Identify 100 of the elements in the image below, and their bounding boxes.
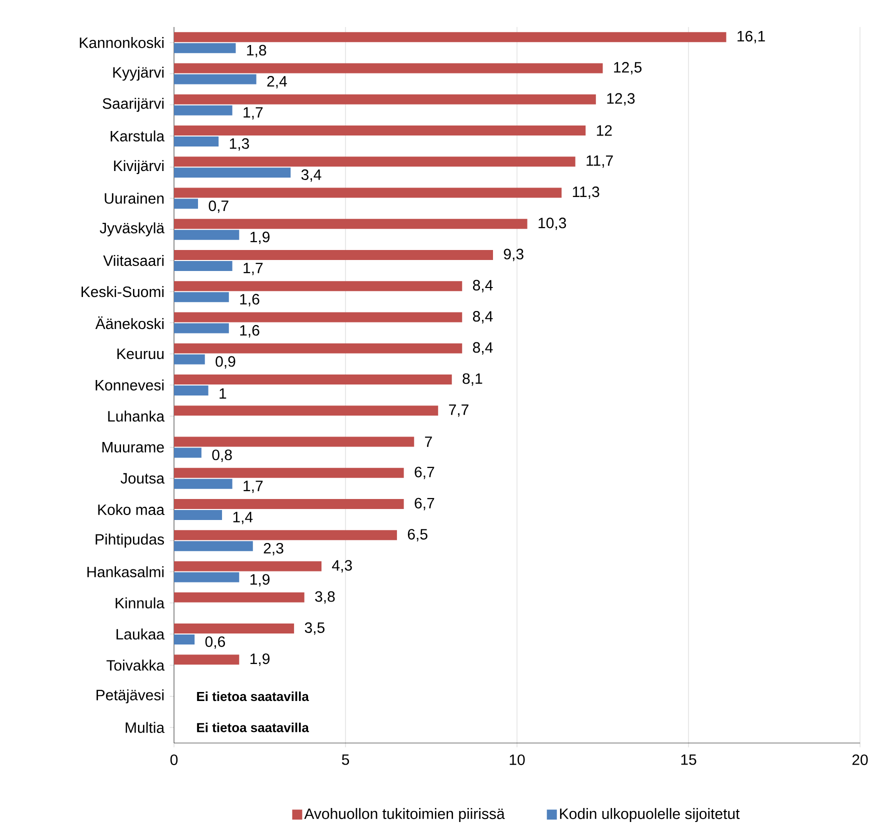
y-tick-label: Konnevesi — [96, 379, 164, 391]
x-tick-label: 15 — [681, 754, 696, 765]
data-label: 1,9 — [250, 653, 270, 666]
bar — [174, 74, 256, 84]
bar — [174, 561, 322, 572]
bar — [174, 468, 404, 478]
y-tick-label: Joutsa — [120, 473, 165, 484]
data-label: 1 — [220, 388, 226, 399]
data-label: 7 — [425, 436, 432, 447]
bar — [174, 136, 219, 146]
data-label: 8,4 — [472, 311, 493, 324]
data-label: 8,1 — [462, 373, 482, 386]
data-label: 4,3 — [332, 560, 352, 572]
y-tick-label: Keski-Suomi — [82, 286, 164, 298]
y-tick-label: Kinnula — [116, 597, 165, 608]
data-label: 16,1 — [738, 30, 765, 44]
bar — [174, 541, 253, 552]
data-label: 3,5 — [304, 622, 324, 635]
bar — [174, 198, 198, 209]
data-label: 0,8 — [212, 450, 232, 462]
bar — [174, 32, 726, 42]
data-label: 1,7 — [244, 107, 263, 120]
data-label: 12,3 — [607, 93, 635, 106]
y-tick-label: Toivakka — [106, 660, 165, 671]
y-tick-label: Uurainen — [104, 192, 164, 204]
bar — [174, 188, 562, 198]
data-label: 9,3 — [504, 248, 524, 262]
bar — [174, 624, 294, 634]
data-label: 2,4 — [267, 76, 287, 88]
annotation: Ei tietoa saatavilla — [197, 692, 309, 702]
y-tick-label: Viitasaari — [103, 254, 164, 266]
bar — [174, 448, 202, 458]
y-tick-label: Luhanka — [108, 410, 165, 422]
bar — [174, 323, 229, 334]
legend-label: Avohuollon tukitoimien piirissä — [304, 808, 505, 822]
y-tick-label: Muurame — [102, 442, 164, 452]
y-tick-label: Laukaa — [116, 628, 165, 640]
bar — [174, 510, 222, 520]
data-label: 0,7 — [208, 200, 228, 213]
data-label: 1,7 — [244, 480, 263, 494]
data-label: 7,7 — [449, 404, 468, 417]
data-label: 11,3 — [572, 186, 600, 199]
bar — [174, 406, 438, 416]
bar — [174, 530, 397, 540]
data-label: 1,4 — [233, 512, 253, 524]
y-tick-label: Jyväskylä — [100, 222, 165, 236]
bar — [174, 292, 229, 302]
bar — [174, 218, 528, 229]
bar — [174, 592, 304, 602]
data-label: 3,4 — [301, 169, 322, 182]
bar — [174, 63, 603, 74]
x-tick-label: 5 — [342, 754, 350, 765]
y-tick-label: Keuruu — [117, 348, 164, 360]
legend-label: Kodin ulkopuolelle sijoitetut — [560, 808, 740, 822]
data-label: 1,8 — [247, 44, 266, 58]
y-tick-label: Pihtipudas — [96, 534, 164, 548]
y-tick-label: Petäjävesi — [96, 689, 164, 704]
data-label: 0,9 — [216, 356, 236, 369]
data-label: 2,3 — [264, 542, 284, 556]
data-label: 1,9 — [250, 574, 270, 586]
data-label: 1,3 — [230, 138, 249, 151]
data-label: 1,9 — [250, 232, 270, 244]
bar — [174, 156, 576, 167]
data-label: 3,8 — [315, 591, 335, 604]
data-label: 0,6 — [205, 636, 225, 649]
bar — [174, 436, 414, 447]
bar — [174, 343, 462, 354]
y-tick-label: Karstula — [110, 130, 165, 142]
data-label: 10,3 — [538, 218, 566, 230]
x-tick-label: 10 — [510, 754, 525, 766]
bar — [174, 43, 236, 54]
bar — [174, 168, 291, 178]
bar — [174, 478, 232, 489]
data-label: 8,4 — [472, 280, 493, 292]
bar — [174, 312, 462, 322]
y-tick-label: Kannonkoski — [80, 37, 164, 48]
x-tick-label: 20 — [852, 754, 868, 766]
data-label: 1,6 — [240, 325, 260, 338]
bar — [174, 572, 240, 582]
annotation: Ei tietoa saatavilla — [197, 722, 309, 732]
y-tick-label: Multia — [126, 722, 165, 733]
bar — [174, 250, 493, 260]
y-tick-label: Kivijärvi — [114, 160, 164, 174]
bar — [174, 281, 462, 292]
data-label: 6,7 — [414, 466, 434, 480]
bar — [174, 105, 232, 116]
bar — [174, 260, 232, 271]
y-tick-label: Saarijärvi — [102, 98, 164, 112]
data-label: 12 — [596, 125, 612, 136]
bar — [174, 499, 404, 510]
data-label: 11,7 — [586, 155, 613, 168]
data-label: 12,5 — [614, 62, 642, 74]
y-tick-label: Kyyjärvi — [113, 66, 164, 81]
bar — [174, 94, 596, 104]
data-label: 1,7 — [244, 262, 263, 276]
bar — [174, 374, 452, 385]
bar — [174, 654, 240, 665]
bar — [174, 386, 208, 396]
x-tick-label: 0 — [170, 754, 178, 766]
bar — [174, 634, 195, 645]
